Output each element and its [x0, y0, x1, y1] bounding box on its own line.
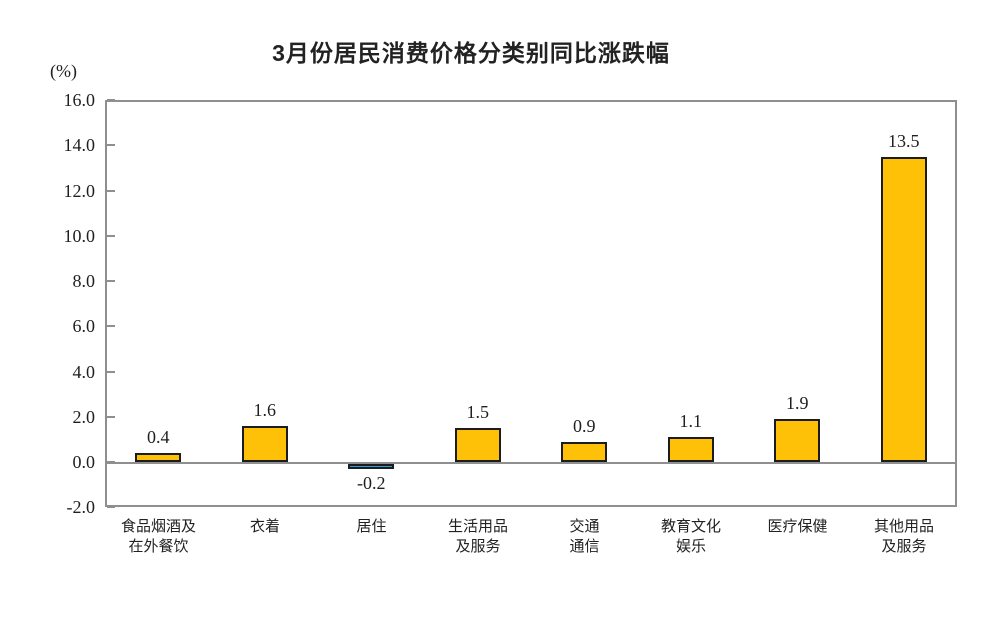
bar-value-label: 0.9	[573, 416, 596, 436]
y-axis-tick-label: 0.0	[72, 452, 96, 472]
y-axis-tick-label: 12.0	[63, 180, 96, 201]
category-label: 生活用品 及服务	[447, 519, 508, 555]
chart-title: 3月份居民消费价格分类别同比涨跌幅	[272, 40, 670, 66]
bar-value-label: 1.6	[253, 400, 277, 420]
y-tick-mark	[107, 370, 115, 373]
bar-value-label: 1.1	[679, 411, 703, 431]
bar-value-label: 13.5	[888, 131, 920, 151]
bar-value-label: 1.5	[466, 402, 490, 422]
y-tick-mark	[107, 506, 115, 509]
y-axis-tick-label: 4.0	[72, 361, 96, 382]
y-tick-mark	[107, 189, 115, 192]
bar-1	[135, 453, 182, 462]
y-tick-mark	[107, 99, 115, 101]
y-tick-mark	[107, 461, 115, 463]
y-axis-unit-label: (%)	[50, 61, 77, 81]
category-label: 衣着	[249, 519, 280, 535]
y-axis-tick-label: 10.0	[63, 225, 96, 246]
plot-area	[105, 99, 957, 509]
y-axis-tick-label: 6.0	[72, 316, 96, 337]
category-label: 其他用品 及服务	[873, 519, 934, 555]
bar-8	[880, 157, 927, 462]
y-tick-mark	[107, 280, 115, 282]
category-label: 医疗保健	[767, 519, 828, 535]
y-axis-tick-label: 16.0	[63, 90, 96, 110]
y-tick-mark	[107, 234, 115, 237]
y-tick-mark	[107, 325, 115, 328]
bar-5	[561, 442, 608, 462]
bar-6	[667, 437, 714, 462]
y-axis-tick-label: 2.0	[72, 406, 96, 427]
zero-baseline	[107, 462, 955, 464]
category-label: 交通 通信	[569, 519, 600, 555]
y-axis-tick-label: 8.0	[72, 271, 96, 291]
category-label: 居住	[356, 519, 387, 535]
bar-value-label: 0.4	[147, 427, 170, 447]
bar-value-label: 1.9	[786, 393, 809, 413]
y-axis-tick-label: -2.0	[66, 497, 96, 518]
bar-4	[454, 428, 501, 462]
y-tick-mark	[107, 415, 115, 418]
bar-value-label: -0.2	[357, 473, 386, 493]
bar-2	[241, 426, 288, 462]
y-tick-mark	[107, 144, 115, 147]
y-axis-tick-label: 14.0	[63, 135, 96, 156]
category-label: 教育文化 娱乐	[660, 519, 721, 555]
bar-3	[348, 464, 395, 469]
category-label: 食品烟酒及 在外餐饮	[120, 519, 196, 555]
bar-7	[774, 419, 821, 462]
